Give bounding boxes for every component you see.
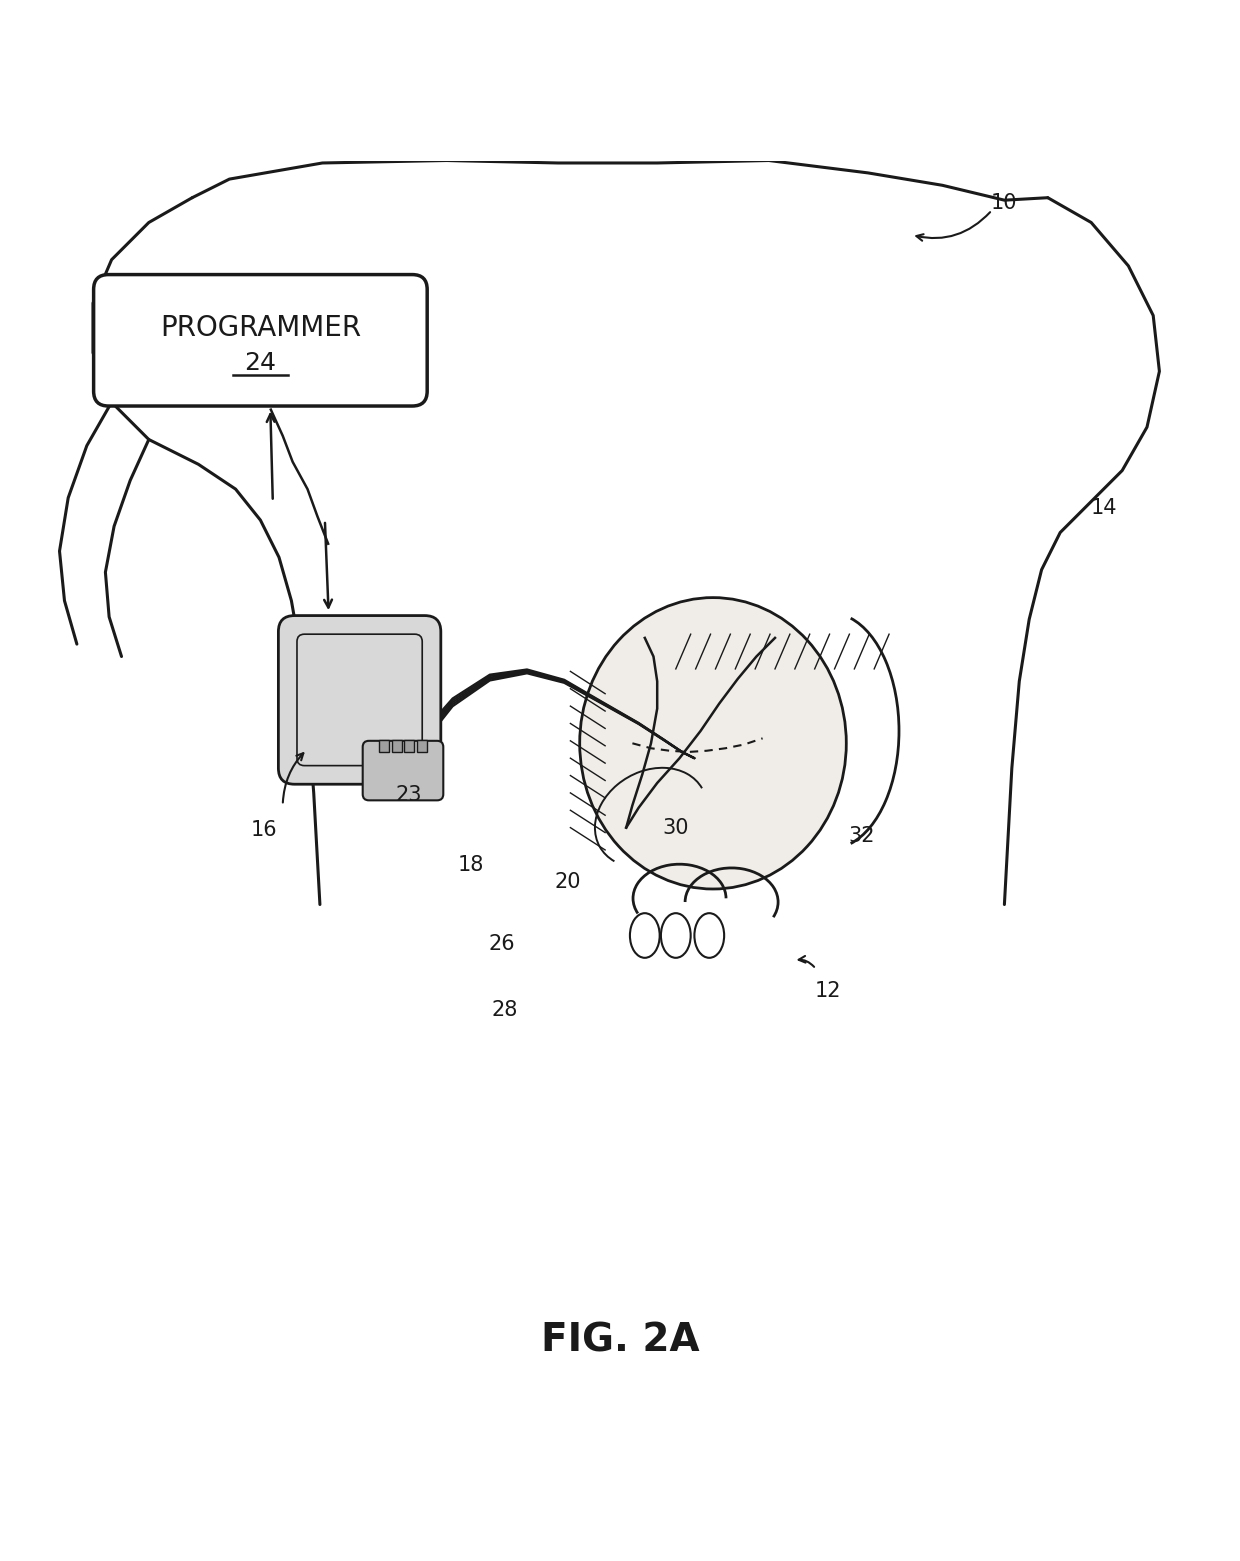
Ellipse shape (580, 598, 846, 890)
Text: 24: 24 (244, 351, 277, 375)
Text: PROGRAMMER: PROGRAMMER (160, 314, 361, 342)
Bar (392, 740, 402, 752)
Text: 30: 30 (662, 818, 689, 838)
Text: 32: 32 (848, 826, 875, 846)
Text: 28: 28 (491, 1001, 518, 1019)
Text: 14: 14 (1090, 498, 1117, 518)
Text: 10: 10 (991, 192, 1018, 212)
Text: 20: 20 (554, 873, 582, 893)
Text: 16: 16 (250, 820, 278, 840)
Bar (379, 740, 389, 752)
Bar (404, 740, 414, 752)
Text: 26: 26 (489, 933, 516, 954)
FancyBboxPatch shape (362, 741, 444, 801)
FancyBboxPatch shape (278, 615, 441, 784)
Text: 18: 18 (458, 855, 485, 874)
Text: FIG. 2A: FIG. 2A (541, 1322, 699, 1360)
Text: 23: 23 (396, 785, 423, 805)
FancyBboxPatch shape (94, 275, 427, 406)
Text: 12: 12 (815, 982, 842, 1001)
Bar (417, 740, 427, 752)
